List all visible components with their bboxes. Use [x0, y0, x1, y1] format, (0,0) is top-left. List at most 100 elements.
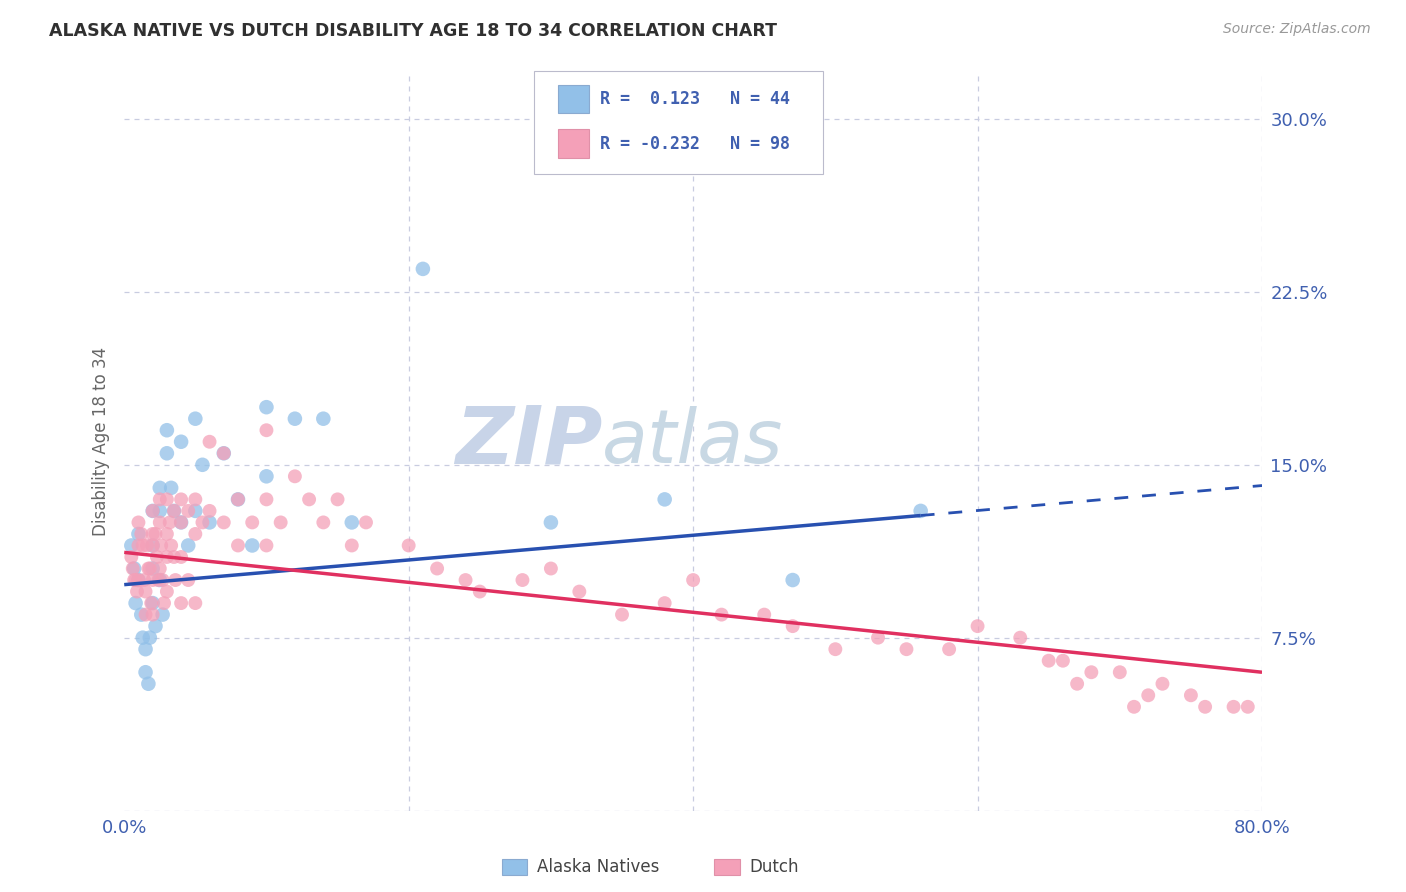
Point: [142, 539, 165, 553]
Point: [966, 619, 988, 633]
Point: [298, 492, 321, 507]
Point: [135, 665, 157, 680]
Point: [426, 561, 449, 575]
Point: [134, 573, 156, 587]
Point: [284, 469, 307, 483]
Point: [142, 539, 165, 553]
Point: [1080, 665, 1102, 680]
Point: [184, 504, 207, 518]
Point: [354, 516, 377, 530]
Point: [135, 584, 157, 599]
Point: [152, 573, 174, 587]
Point: [135, 607, 157, 622]
Point: [156, 549, 179, 564]
Point: [127, 539, 149, 553]
Point: [198, 434, 221, 449]
Point: [149, 561, 172, 575]
Point: [124, 573, 146, 587]
Point: [226, 492, 249, 507]
Point: [156, 584, 179, 599]
Point: [150, 539, 173, 553]
Point: [148, 573, 170, 587]
Point: [412, 261, 434, 276]
Point: [256, 469, 278, 483]
Point: [124, 596, 146, 610]
Point: [240, 516, 263, 530]
Text: Source: ZipAtlas.com: Source: ZipAtlas.com: [1223, 22, 1371, 37]
Text: atlas: atlas: [602, 406, 783, 478]
Point: [149, 573, 172, 587]
Point: [540, 516, 562, 530]
Point: [152, 607, 174, 622]
Point: [142, 596, 165, 610]
Point: [312, 516, 335, 530]
Point: [1052, 654, 1074, 668]
Point: [454, 573, 477, 587]
Point: [191, 516, 214, 530]
Point: [125, 584, 148, 599]
Point: [149, 492, 172, 507]
Point: [138, 677, 160, 691]
Text: Alaska Natives: Alaska Natives: [537, 858, 659, 876]
Point: [191, 458, 214, 472]
Point: [398, 539, 420, 553]
Point: [177, 504, 200, 518]
Point: [129, 527, 152, 541]
Point: [142, 607, 165, 622]
Point: [120, 539, 142, 553]
Point: [127, 573, 149, 587]
Point: [160, 481, 183, 495]
Point: [1123, 699, 1146, 714]
Point: [1137, 688, 1160, 702]
Point: [340, 539, 363, 553]
Point: [135, 642, 157, 657]
Point: [165, 573, 187, 587]
Point: [212, 446, 235, 460]
Point: [212, 516, 235, 530]
Point: [824, 642, 846, 657]
Point: [121, 561, 143, 575]
Point: [682, 573, 704, 587]
Point: [198, 504, 221, 518]
Point: [654, 492, 676, 507]
Point: [540, 561, 562, 575]
Point: [340, 516, 363, 530]
Point: [142, 527, 165, 541]
Point: [754, 607, 776, 622]
Point: [1010, 631, 1032, 645]
Point: [149, 516, 172, 530]
Point: [240, 539, 263, 553]
Point: [866, 631, 889, 645]
Point: [170, 596, 193, 610]
Point: [127, 527, 149, 541]
Point: [142, 504, 165, 518]
Point: [156, 446, 179, 460]
Point: [149, 481, 172, 495]
Point: [142, 561, 165, 575]
Point: [312, 411, 335, 425]
Point: [256, 539, 278, 553]
Point: [198, 516, 221, 530]
Point: [122, 561, 145, 575]
Point: [136, 539, 159, 553]
Point: [654, 596, 676, 610]
Point: [120, 549, 142, 564]
Text: ZIP: ZIP: [454, 403, 602, 481]
Point: [1066, 677, 1088, 691]
Point: [145, 527, 167, 541]
Point: [146, 549, 169, 564]
Point: [782, 619, 804, 633]
Point: [184, 492, 207, 507]
Point: [141, 596, 163, 610]
Point: [896, 642, 918, 657]
Point: [184, 527, 207, 541]
Point: [568, 584, 591, 599]
Point: [163, 504, 186, 518]
Point: [1236, 699, 1258, 714]
Text: Dutch: Dutch: [749, 858, 799, 876]
Point: [326, 492, 349, 507]
Text: ALASKA NATIVE VS DUTCH DISABILITY AGE 18 TO 34 CORRELATION CHART: ALASKA NATIVE VS DUTCH DISABILITY AGE 18…: [49, 22, 778, 40]
Point: [226, 492, 249, 507]
Point: [156, 527, 179, 541]
Point: [149, 504, 172, 518]
